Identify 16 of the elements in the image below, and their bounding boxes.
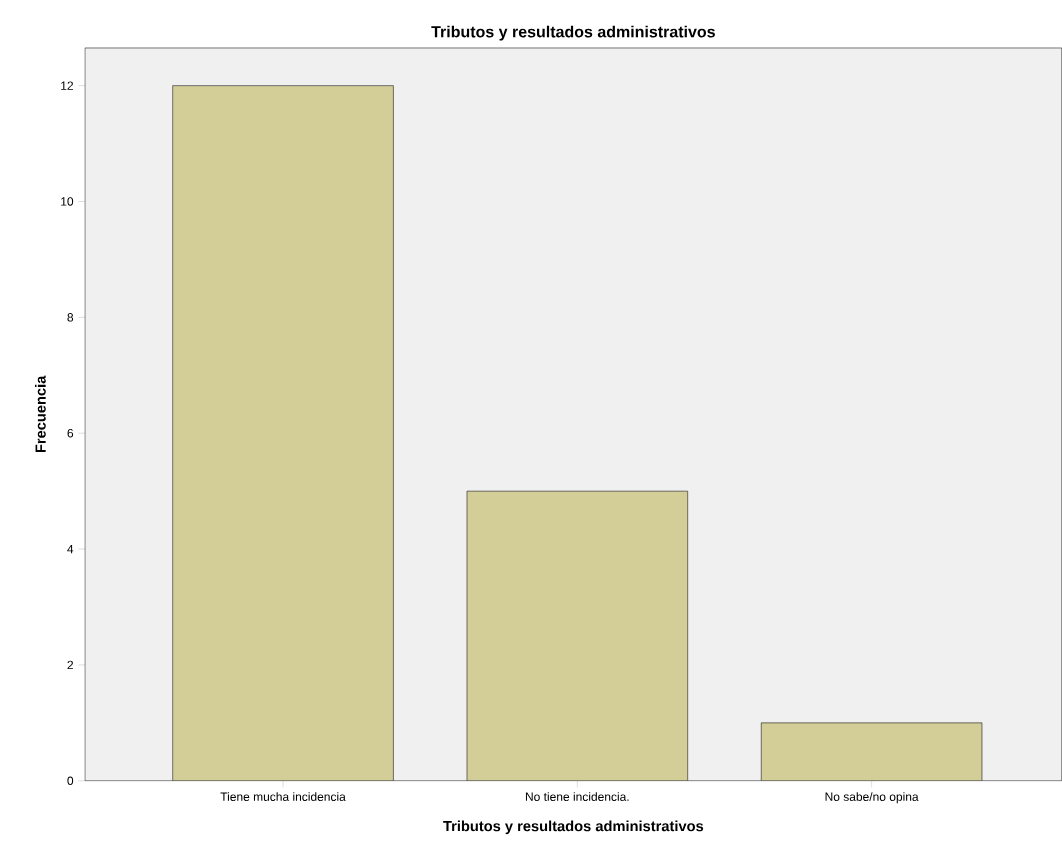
bar bbox=[466, 491, 688, 781]
y-tick-label: 6 bbox=[67, 429, 74, 438]
y-tick-label: 2 bbox=[67, 660, 73, 670]
y-axis-title: Frecuencia bbox=[35, 375, 46, 453]
y-tick-label: 12 bbox=[61, 81, 73, 90]
y-tick-label: 8 bbox=[67, 313, 74, 322]
x-tick-label: No sabe/no opina bbox=[825, 792, 919, 804]
x-axis-title: Tributos y resultados administrativos bbox=[443, 820, 704, 835]
x-tick-label: Tiene mucha incidencia bbox=[220, 792, 346, 802]
y-tick-label: 0 bbox=[67, 776, 74, 786]
bar bbox=[761, 722, 983, 781]
chart-title: Tributos y resultados administrativos bbox=[431, 25, 715, 41]
y-tick-label: 10 bbox=[61, 197, 74, 206]
bar bbox=[172, 85, 394, 781]
x-tick-label: No tiene incidencia. bbox=[525, 792, 629, 802]
y-tick-label: 4 bbox=[67, 545, 74, 554]
